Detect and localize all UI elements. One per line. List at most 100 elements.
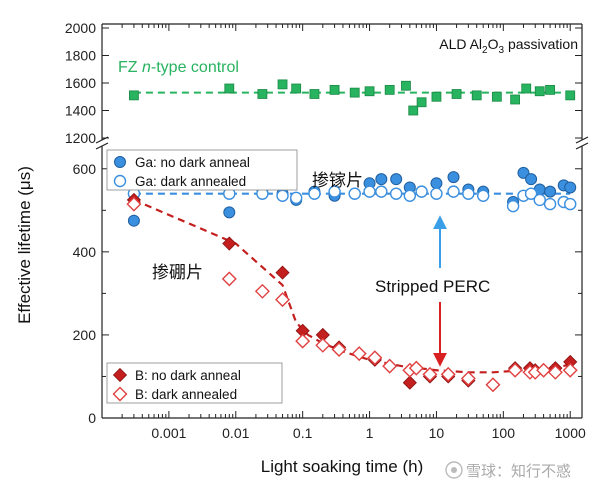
data-point xyxy=(367,350,383,366)
axis-break-mark xyxy=(575,136,589,144)
data-point xyxy=(329,84,340,95)
x-tick-label: 0.01 xyxy=(222,425,249,441)
axis-break-mark xyxy=(575,142,589,150)
data-point xyxy=(547,364,563,380)
data-point xyxy=(460,371,476,387)
data-point xyxy=(375,173,388,186)
data-point xyxy=(257,89,268,99)
data-point xyxy=(254,283,270,299)
legend-label: B: dark annealed xyxy=(135,387,237,402)
data-point xyxy=(471,90,482,101)
watermark-text: 雪球：知行不惑 xyxy=(466,463,571,480)
data-point xyxy=(384,84,395,95)
data-point xyxy=(536,362,552,378)
data-point xyxy=(416,97,427,108)
legend-label: Ga: dark annealed xyxy=(135,174,246,189)
top-panel-title: ALD Al2O3 passivation xyxy=(439,36,578,56)
data-point xyxy=(440,366,456,382)
data-point xyxy=(224,83,235,94)
legend-ga: Ga: no dark anneal Ga: dark annealed xyxy=(106,149,298,191)
x-tick-label: 0.001 xyxy=(151,425,186,441)
y-tick-label: 0 xyxy=(88,410,96,426)
data-point xyxy=(451,89,462,99)
data-point xyxy=(401,80,411,91)
data-point xyxy=(351,346,367,362)
y-ticks-top: 1200 1400 1600 1800 2000 xyxy=(65,20,582,146)
data-point xyxy=(348,187,361,200)
x-tick-label: 10 xyxy=(429,425,445,441)
data-point xyxy=(127,214,140,227)
stripped-perc-label: Stripped PERC xyxy=(375,277,490,296)
data-point xyxy=(564,197,577,211)
y-tick-label: 2000 xyxy=(65,20,96,36)
data-point xyxy=(390,173,403,186)
data-point xyxy=(364,86,375,97)
data-point xyxy=(491,91,502,102)
watermark-logo xyxy=(445,461,463,479)
plot-frame xyxy=(95,23,589,419)
data-point xyxy=(533,193,546,207)
data-point xyxy=(422,366,438,382)
data-point xyxy=(485,377,501,393)
ga-cn-label: 掺镓片 xyxy=(312,171,363,190)
data-point xyxy=(521,83,532,94)
data-point xyxy=(349,87,360,98)
data-point xyxy=(309,89,320,99)
data-point xyxy=(295,333,311,349)
data-point xyxy=(564,181,577,194)
data-point xyxy=(430,177,443,190)
data-point xyxy=(275,292,291,308)
data-point xyxy=(545,84,555,95)
data-point xyxy=(289,191,303,205)
y-tick-label: 1200 xyxy=(65,130,96,146)
legend-b-box xyxy=(106,362,283,404)
x-axis-label: Light soaking time (h) xyxy=(261,457,424,476)
trend-b-no-dark-anneal xyxy=(133,198,571,374)
data-point xyxy=(389,187,403,200)
data-point xyxy=(315,337,331,353)
watermark: 雪球：知行不惑 xyxy=(445,461,571,480)
b-cn-label: 掺硼片 xyxy=(152,263,203,282)
y-tick-label: 1600 xyxy=(65,75,96,91)
data-point xyxy=(403,189,417,202)
data-point xyxy=(363,185,376,198)
data-point xyxy=(447,185,460,198)
y-tick-label: 400 xyxy=(73,244,97,260)
data-point xyxy=(462,187,475,200)
data-point xyxy=(510,94,521,105)
x-tick-label: 0.1 xyxy=(293,425,313,441)
data-point xyxy=(408,105,419,116)
series-b-dark-annealed xyxy=(126,196,578,393)
legend-b: B: no dark anneal B: dark annealed xyxy=(106,362,283,404)
fz-control-label: FZ n-type control xyxy=(118,59,239,76)
data-point xyxy=(415,185,428,198)
trend-line-b-no-dark-anneal xyxy=(133,198,571,374)
data-point xyxy=(408,360,424,376)
data-point xyxy=(277,79,288,90)
data-point xyxy=(430,187,443,200)
data-point xyxy=(506,199,520,213)
x-ticks: 0.001 0.01 0.1 1 10 100 1000 xyxy=(101,24,586,441)
data-point xyxy=(328,185,341,198)
x-tick-label: 100 xyxy=(492,425,516,441)
legend-label: Ga: no dark anneal xyxy=(135,155,250,170)
axis-break-mark xyxy=(95,142,109,150)
series-b-no-dark-anneal xyxy=(126,192,578,392)
series-fz-n-type-control xyxy=(129,79,576,116)
data-point xyxy=(276,189,289,202)
watermark-logo-dot xyxy=(451,467,457,473)
data-point xyxy=(543,197,557,211)
data-point xyxy=(402,375,417,390)
data-point xyxy=(308,187,321,200)
data-point xyxy=(291,83,302,94)
y-tick-label: 1800 xyxy=(65,48,96,64)
series-ga-dark-annealed xyxy=(127,185,577,213)
data-point xyxy=(382,358,398,374)
y-tick-label: 200 xyxy=(73,327,97,343)
data-point xyxy=(126,196,142,212)
x-tick-label: 1000 xyxy=(555,425,586,441)
y-tick-label: 1400 xyxy=(65,103,96,119)
y-axis-label: Effective lifetime (μs) xyxy=(15,166,34,324)
